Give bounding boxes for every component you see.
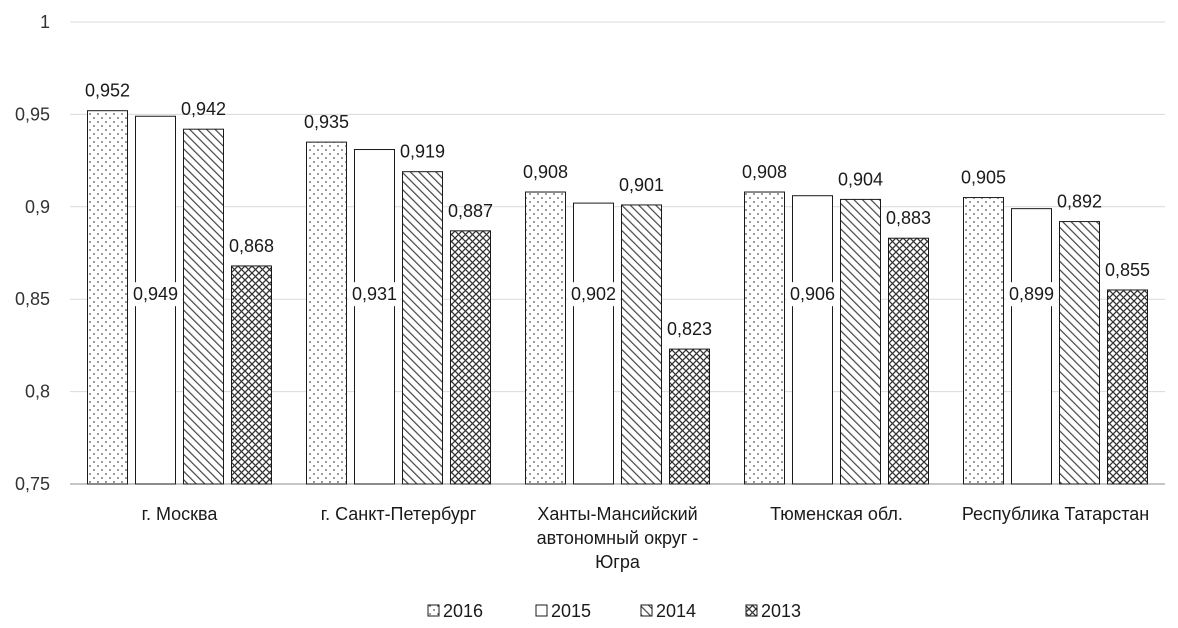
data-label-bg <box>567 282 620 307</box>
data-label: 0,899 <box>1009 284 1054 304</box>
bar-2015-1 <box>354 149 395 485</box>
bar-2016-3 <box>744 191 785 485</box>
bar-2016-4 <box>963 197 1004 485</box>
category-label: Югра <box>595 552 641 572</box>
bar-2014-3 <box>840 198 881 485</box>
y-tick-label: 0,95 <box>15 104 50 124</box>
data-label: 0,919 <box>400 142 445 162</box>
data-label: 0,942 <box>181 99 226 119</box>
category-label: автономный округ - <box>537 528 699 548</box>
data-label: 0,883 <box>886 208 931 228</box>
data-label-bg <box>786 282 839 307</box>
category-label: г. Санкт-Петербург <box>321 504 477 524</box>
bars <box>87 110 1148 485</box>
y-axis-ticks: 0,75 0,8 0,85 0,9 0,95 1 <box>15 12 50 494</box>
bar-2015-4 <box>1011 208 1052 485</box>
data-label: 0,908 <box>523 162 568 182</box>
bar-2015-3 <box>792 195 833 485</box>
bar-2013-1 <box>450 230 491 485</box>
legend-swatch-2016 <box>427 604 440 617</box>
data-label: 0,868 <box>229 236 274 256</box>
data-label: 0,906 <box>790 284 835 304</box>
legend-swatch-2014 <box>640 604 653 617</box>
bar-2015-2 <box>573 202 614 485</box>
category-label: Тюменская обл. <box>770 504 903 524</box>
legend-swatch-2015 <box>535 604 548 617</box>
data-label: 0,949 <box>133 284 178 304</box>
data-label-bg <box>348 282 401 307</box>
y-tick-label: 0,8 <box>25 382 50 402</box>
data-labels: 0,952 0,949 0,942 0,868 0,935 0,931 0,919 0,887… <box>85 81 1150 339</box>
data-label: 0,887 <box>448 201 493 221</box>
data-label: 0,901 <box>619 175 664 195</box>
data-label: 0,855 <box>1105 260 1150 280</box>
data-label: 0,931 <box>352 284 397 304</box>
data-label-bg <box>129 282 182 307</box>
category-label: Республика Татарстан <box>962 504 1149 524</box>
legend-label: 2014 <box>656 601 696 621</box>
bar-2014-0 <box>183 128 224 485</box>
y-tick-label: 0,75 <box>15 474 50 494</box>
legend-label: 2015 <box>551 601 591 621</box>
category-label: г. Москва <box>142 504 219 524</box>
bar-2013-0 <box>231 265 272 485</box>
bar-2013-4 <box>1107 289 1148 485</box>
bar-2013-3 <box>888 237 929 485</box>
legend-label: 2013 <box>761 601 801 621</box>
legend-label: 2016 <box>443 601 483 621</box>
data-label: 0,902 <box>571 284 616 304</box>
data-label-bg <box>1005 282 1058 307</box>
bar-2014-2 <box>621 204 662 485</box>
bar-2016-0 <box>87 110 128 485</box>
category-label: Ханты-Мансийский <box>537 504 697 524</box>
legend: 2016 2015 2014 2013 <box>427 601 801 621</box>
data-label: 0,904 <box>838 169 883 189</box>
bar-2016-1 <box>306 141 347 485</box>
data-label: 0,823 <box>667 319 712 339</box>
bar-2016-2 <box>525 191 566 485</box>
y-tick-label: 1 <box>40 12 50 32</box>
data-label: 0,908 <box>742 162 787 182</box>
data-label: 0,952 <box>85 81 130 101</box>
legend-swatch-2013 <box>745 604 758 617</box>
bar-2013-2 <box>669 348 710 485</box>
bar-2014-1 <box>402 171 443 485</box>
bar-2014-4 <box>1059 221 1100 485</box>
y-tick-label: 0,9 <box>25 197 50 217</box>
y-tick-label: 0,85 <box>15 289 50 309</box>
data-label: 0,905 <box>961 168 1006 188</box>
data-label: 0,935 <box>304 112 349 132</box>
x-axis-categories: г. Москва г. Санкт-Петербург Ханты-Мансийс… <box>142 504 1150 572</box>
data-label: 0,892 <box>1057 192 1102 212</box>
